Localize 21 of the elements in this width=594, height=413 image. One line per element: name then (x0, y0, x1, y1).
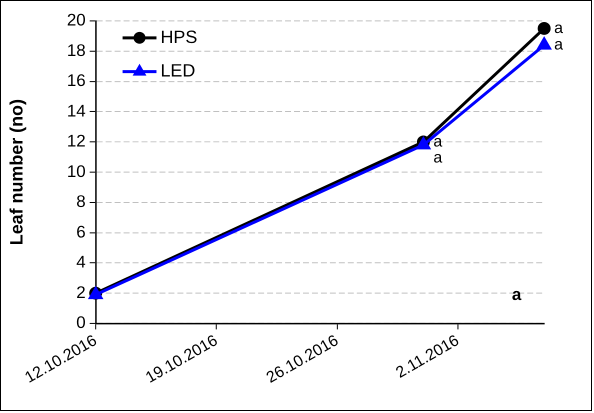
y-axis-title: Leaf number (no) (6, 99, 27, 246)
legend-label: LED (160, 60, 196, 81)
point (538, 22, 551, 35)
y-tick-label: 0 (76, 313, 86, 332)
y-tick-label: 14 (66, 101, 86, 120)
y-tick-label: 10 (66, 162, 86, 181)
point (536, 36, 552, 50)
y-tick-label: 12 (66, 132, 86, 151)
y-tick-label: 18 (66, 40, 86, 60)
annotation: a (433, 133, 442, 150)
annotation: a (554, 36, 564, 54)
y-tick-label: 16 (66, 71, 86, 90)
annotation: a (554, 20, 564, 37)
y-tick-label: 2 (76, 282, 86, 302)
annotation: a (433, 149, 442, 166)
legend-label: HPS (160, 26, 198, 47)
annotation: a (512, 285, 522, 304)
y-tick-label: 8 (76, 192, 86, 212)
y-tick-label: 4 (76, 252, 86, 272)
y-tick-label: 20 (66, 10, 86, 30)
y-tick-label: 6 (76, 222, 86, 242)
